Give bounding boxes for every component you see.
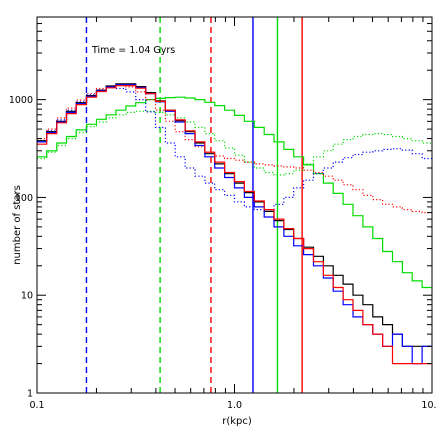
y-axis-label: number of stars [12, 185, 23, 265]
y-tick-label: 100 [15, 193, 33, 204]
y-tick-label: 1 [27, 389, 33, 400]
vertical-marker-lines [85, 17, 303, 393]
time-annotation: Time = 1.04 Gyrs [91, 45, 175, 56]
y-tick-label: 1000 [9, 95, 33, 106]
series-green-dotted-1 [37, 110, 432, 176]
y-tick-label: 10 [21, 291, 33, 302]
histogram-series [37, 83, 432, 365]
axis-ticks [36, 16, 433, 394]
x-tick-label: 0.1 [29, 400, 44, 411]
series-red-solid-6 [37, 85, 432, 365]
x-axis-label: r(kpc) [222, 416, 252, 427]
axis-tick-labels: 0.1 1.0 10.0 1 10 100 1000 [9, 95, 436, 411]
x-tick-label: 10.0 [421, 400, 436, 411]
x-tick-label: 1.0 [227, 400, 242, 411]
